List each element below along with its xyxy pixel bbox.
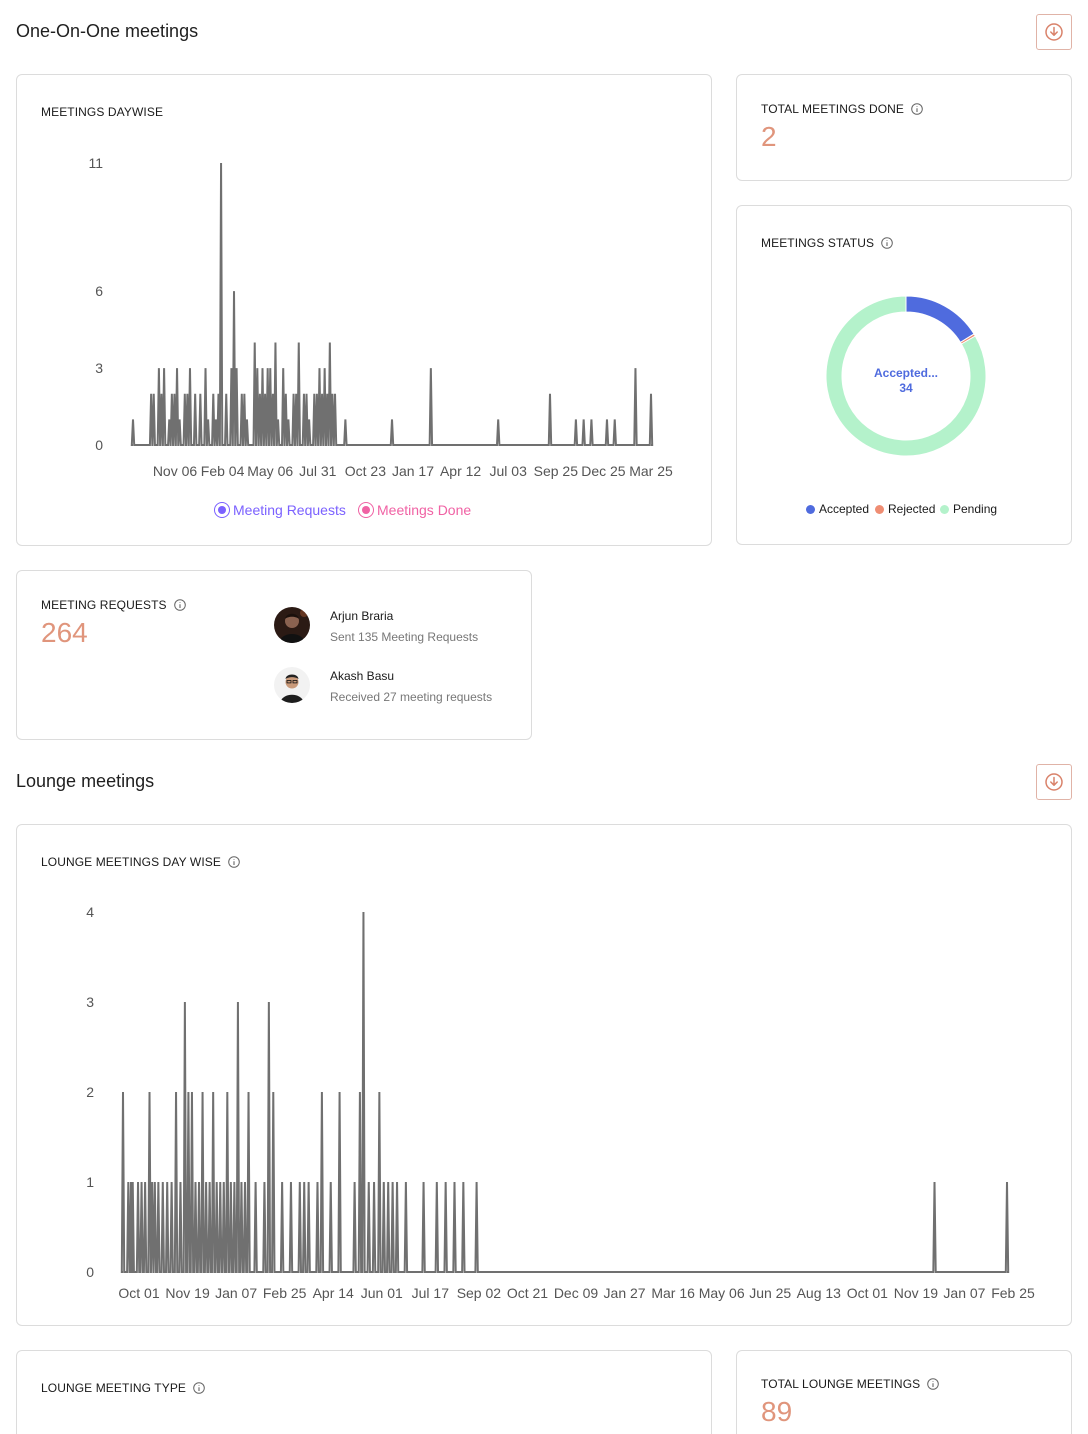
x-tick-label: Jan 07 [215,1285,257,1301]
x-tick-label: Jun 01 [361,1285,403,1301]
legend-pending[interactable]: Pending [940,502,997,516]
meetings-daywise-label: MEETINGS DAYWISE [41,105,164,119]
x-tick-label: Feb 04 [201,463,245,479]
person-description: Received 27 meeting requests [330,690,493,704]
x-tick-label: Sep 02 [457,1285,502,1301]
x-tick-label: Nov 19 [894,1285,939,1301]
top-receiver[interactable]: Akash Basu Received 27 meeting requests [274,667,492,704]
x-tick-label: Jul 31 [299,463,337,479]
x-tick-label: Dec 09 [554,1285,599,1301]
lounge-daywise-label: LOUNGE MEETINGS DAY WISE [41,855,240,869]
x-tick-label: Aug 13 [797,1285,842,1301]
y-tick-label: 2 [86,1084,94,1100]
x-tick-label: Apr 14 [313,1285,354,1301]
x-tick-label: Jan 17 [392,463,434,479]
meetings-done-legend-marker [358,502,374,518]
info-icon[interactable] [173,599,186,611]
accepted-dot [806,504,815,514]
avatar [274,607,310,643]
total-meetings-done-card: TOTAL MEETINGS DONE 2 [736,74,1072,181]
legend-accepted[interactable]: Accepted [806,502,869,516]
meeting-requests-label: MEETING REQUESTS [41,598,186,612]
total-lounge-meetings-card: TOTAL LOUNGE MEETINGS 89 [736,1350,1072,1434]
y-tick-label: 3 [95,360,103,376]
meeting-requests-legend-marker [214,502,230,518]
person-name: Arjun Braria [330,609,394,623]
lounge-meeting-type-card: LOUNGE MEETING TYPE [16,1350,712,1434]
x-tick-label: Jul 17 [412,1285,450,1301]
total-lounge-meetings-value: 89 [761,1396,793,1427]
meeting-requests-value: 264 [41,617,88,648]
x-tick-label: Mar 16 [651,1285,695,1301]
info-icon[interactable] [228,856,240,868]
donut-slice-accepted[interactable] [905,295,975,344]
x-tick-label: May 06 [699,1285,745,1301]
x-tick-label: Nov 06 [153,463,198,479]
x-tick-label: Oct 01 [847,1285,888,1301]
top-sender[interactable]: Arjun Braria Sent 135 Meeting Requests [274,607,478,644]
x-tick-label: Nov 19 [165,1285,210,1301]
meeting-requests-card: MEETING REQUESTS 264 Arjun Braria Sent 1… [16,570,532,740]
info-icon[interactable] [193,1382,205,1394]
x-tick-label: Oct 01 [118,1285,159,1301]
x-tick-label: Feb 25 [991,1285,1035,1301]
x-tick-label: Jun 25 [749,1285,791,1301]
meetings-status-donut: Accepted... 34 [825,295,987,457]
y-tick-label: 0 [95,437,103,453]
donut-center-value: 34 [899,381,913,395]
download-circle-icon [1045,773,1063,791]
info-icon[interactable] [927,1378,940,1390]
x-tick-label: Sep 25 [534,463,579,479]
avatar [274,667,310,703]
info-icon[interactable] [881,237,893,249]
legend-meetings-done-label: Meetings Done [377,502,472,518]
y-tick-label: 11 [88,155,103,171]
one-on-one-download-button[interactable] [1036,14,1072,50]
total-meetings-done-label: TOTAL MEETINGS DONE [761,102,923,116]
lounge-meeting-type-label: LOUNGE MEETING TYPE [41,1381,205,1395]
pending-dot [940,504,949,514]
x-tick-label: Oct 21 [507,1285,548,1301]
x-tick-label: Feb 25 [263,1285,307,1301]
y-tick-label: 4 [86,904,94,920]
y-tick-label: 6 [95,283,103,299]
total-lounge-meetings-label: TOTAL LOUNGE MEETINGS [761,1377,940,1391]
download-circle-icon [1045,23,1063,41]
meeting-requests-series-line [130,162,654,446]
info-icon[interactable] [911,103,923,115]
person-name: Akash Basu [330,669,395,683]
legend-meeting-requests[interactable]: Meeting Requests [214,502,346,518]
x-tick-label: Jan 27 [604,1285,646,1301]
x-tick-label: Jan 07 [943,1285,985,1301]
lounge-daywise-card: LOUNGE MEETINGS DAY WISE 0 1 2 3 4 Oct 01 Nov… [16,824,1072,1326]
meetings-daywise-chart: 0 3 6 11 Nov 06 Feb 04 May 06 Jul 31 Oct 23 Jan … [88,155,673,479]
x-tick-label: May 06 [247,463,293,479]
donut-center-label: Accepted... [874,366,938,380]
x-tick-label: Mar 25 [629,463,673,479]
rejected-dot [875,504,884,514]
legend-meetings-done[interactable]: Meetings Done [358,502,471,518]
total-meetings-done-value: 2 [761,121,777,152]
x-tick-label: Jul 03 [490,463,528,479]
x-tick-label: Dec 25 [581,463,626,479]
y-tick-label: 1 [86,1174,94,1190]
person-description: Sent 135 Meeting Requests [330,630,479,644]
meetings-status-label: MEETINGS STATUS [761,236,893,250]
donut-slice-pending[interactable] [825,295,987,457]
meetings-status-card: MEETINGS STATUS Accepted... 34 Accepted … [736,205,1072,545]
x-tick-label: Apr 12 [440,463,481,479]
lounge-series-line [120,911,1010,1273]
y-tick-label: 0 [86,1264,94,1280]
lounge-download-button[interactable] [1036,764,1072,800]
x-tick-label: Oct 23 [345,463,386,479]
meetings-daywise-card: MEETINGS DAYWISE 0 3 6 11 Nov 06 Feb 04 May 0… [16,74,712,546]
legend-meeting-requests-label: Meeting Requests [233,502,346,518]
legend-rejected[interactable]: Rejected [875,502,935,516]
lounge-title: Lounge meetings [16,771,155,791]
one-on-one-title: One-On-One meetings [16,21,199,41]
y-tick-label: 3 [86,994,94,1010]
